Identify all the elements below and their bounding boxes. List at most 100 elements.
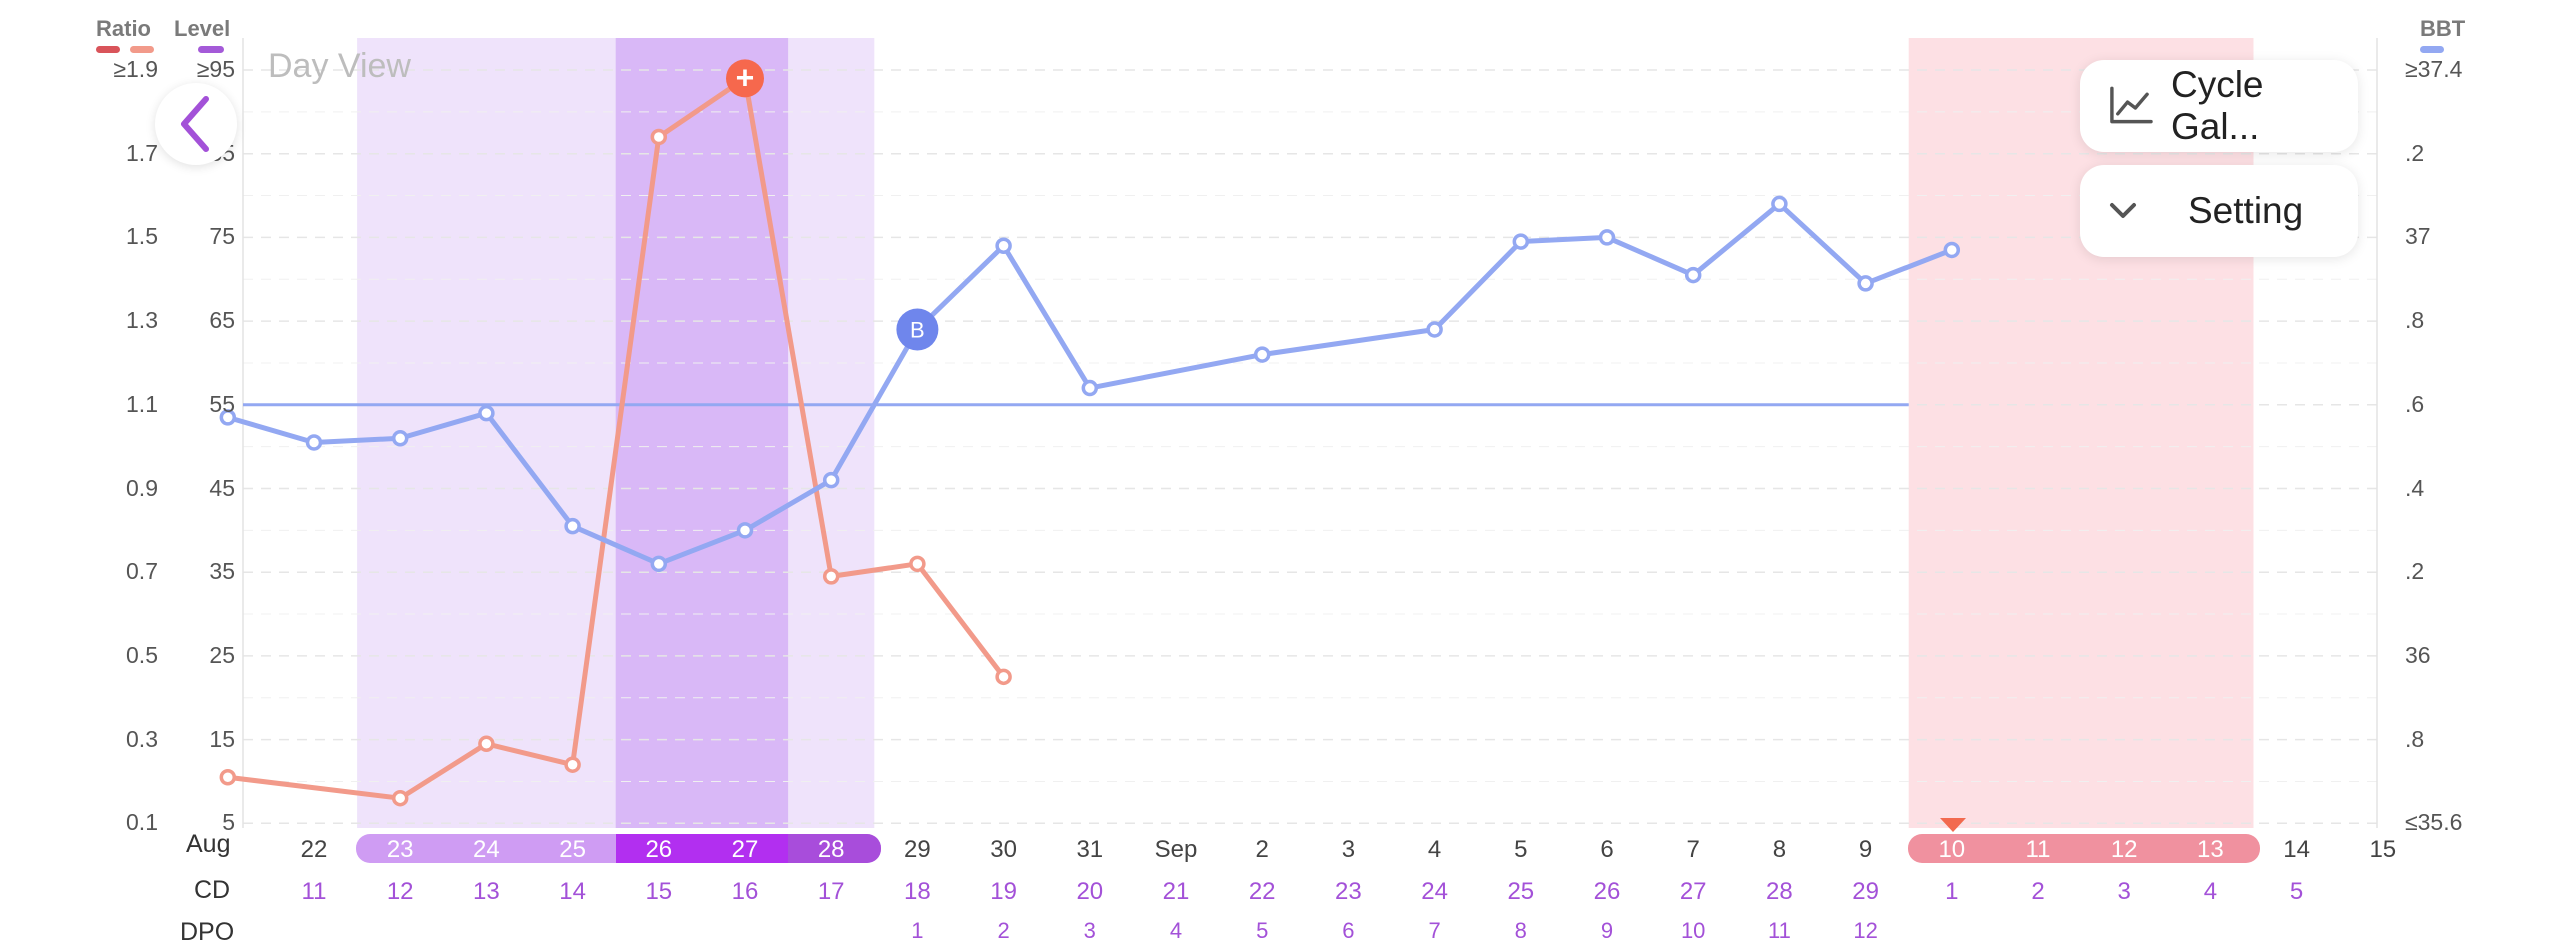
bbt-swatch xyxy=(2420,46,2444,53)
cycle-day-label: 20 xyxy=(1076,878,1104,905)
bbt-point xyxy=(1598,229,1616,246)
level-tick-label: 35 xyxy=(209,558,235,585)
date-label[interactable]: 10 xyxy=(1938,836,1966,863)
bbt-tick-label: 37 xyxy=(2405,223,2431,250)
bbt-tick-label: .6 xyxy=(2405,390,2425,417)
ratio-point xyxy=(478,735,495,753)
date-label[interactable]: 2 xyxy=(1255,836,1269,863)
level-tick-label: 15 xyxy=(209,725,235,752)
peak-plus-marker xyxy=(726,59,764,98)
peak-plus-label: + xyxy=(736,59,755,95)
cycle-day-label: 13 xyxy=(473,878,500,905)
level-tick-label: ≥95 xyxy=(196,56,235,82)
level-tick-label: 75 xyxy=(209,223,235,250)
date-label[interactable]: 15 xyxy=(2369,836,2397,863)
ratio-point xyxy=(822,568,840,585)
dpo-label: 5 xyxy=(1256,918,1269,943)
cycle-day-label: 27 xyxy=(1679,878,1707,905)
bbt-point xyxy=(650,555,668,573)
date-label[interactable]: 22 xyxy=(300,836,328,863)
bbt-point xyxy=(219,409,237,426)
cycle-day-label: 3 xyxy=(2117,878,2131,905)
cycle-day-label: 17 xyxy=(817,878,845,905)
cycle-day-label: 2 xyxy=(2031,878,2045,905)
date-label[interactable]: Sep xyxy=(1154,836,1198,863)
cycle-gallery-label: Cycle Gal... xyxy=(2170,64,2264,147)
date-label[interactable]: 27 xyxy=(731,836,759,863)
ratio-tick-label: 1.5 xyxy=(126,223,158,250)
date-label[interactable]: 24 xyxy=(473,836,500,863)
cycle-day-label: 18 xyxy=(904,878,931,905)
date-label[interactable]: 11 xyxy=(2025,836,2051,863)
date-label[interactable]: 7 xyxy=(1686,836,1700,863)
level-tick-label: 65 xyxy=(209,307,235,334)
month-label: Aug xyxy=(186,830,231,858)
date-label[interactable]: 8 xyxy=(1772,836,1787,863)
date-label[interactable]: 4 xyxy=(1427,836,1442,863)
cycle-day-label: 5 xyxy=(2289,878,2304,905)
setting-label: Setting xyxy=(2188,190,2304,231)
dpo-label: 11 xyxy=(1767,918,1791,943)
ratio-tick-label: 1.7 xyxy=(126,139,158,166)
level-tick-label: 5 xyxy=(222,809,235,836)
cycle-day-label: 1 xyxy=(1945,878,1959,905)
date-label[interactable]: 9 xyxy=(1858,836,1873,863)
bbt-tick-label: .8 xyxy=(2405,725,2425,752)
peak-strip xyxy=(616,834,788,863)
date-label[interactable]: 5 xyxy=(1514,836,1528,863)
date-label[interactable]: 26 xyxy=(645,836,673,863)
date-label[interactable]: 3 xyxy=(1341,836,1356,863)
bbt-point xyxy=(478,404,495,422)
date-label[interactable]: 6 xyxy=(1600,836,1614,863)
period-marker-icon xyxy=(1940,818,1966,832)
bbt-point xyxy=(1426,321,1443,338)
date-label[interactable]: 29 xyxy=(904,836,931,863)
back-button[interactable] xyxy=(155,83,237,165)
date-label[interactable]: 28 xyxy=(817,836,845,863)
level-tick-label: 25 xyxy=(209,641,235,668)
level-swatch xyxy=(198,46,224,53)
ratio-point xyxy=(391,789,409,807)
bbt-tick-label: .8 xyxy=(2405,307,2425,334)
cycle-day-label: 19 xyxy=(990,878,1017,905)
ratio-tick-label: 0.5 xyxy=(126,641,158,668)
cycle-day-label: 16 xyxy=(731,878,759,905)
setting-button[interactable]: Setting xyxy=(2080,165,2358,257)
bbt-point xyxy=(1512,233,1530,250)
cycle-day-label: 22 xyxy=(1248,878,1276,905)
bbt-tick-label: 36 xyxy=(2405,641,2431,668)
bbt-point xyxy=(1857,275,1874,292)
line-chart-icon xyxy=(2110,86,2153,124)
dpo-label: 6 xyxy=(1342,918,1355,943)
ratio-point xyxy=(995,668,1012,686)
bbt-point xyxy=(1684,266,1702,284)
peak-band xyxy=(615,38,789,828)
date-label[interactable]: 25 xyxy=(559,836,586,863)
ratio-point xyxy=(219,769,237,786)
bbt-point xyxy=(1771,195,1788,213)
fertile-strip-end xyxy=(788,834,881,863)
dpo-label: 10 xyxy=(1680,918,1706,943)
date-label[interactable]: 30 xyxy=(990,836,1017,863)
chevron-left-icon xyxy=(181,96,209,152)
cycle-day-label: 29 xyxy=(1852,878,1879,905)
ratio-point xyxy=(564,756,581,773)
ratio-tick-label: ≥1.9 xyxy=(113,56,158,82)
ratio-legend-label: Ratio xyxy=(96,16,151,41)
cycle-day-label: 28 xyxy=(1766,878,1793,905)
level-tick-label: 55 xyxy=(209,390,235,417)
date-label[interactable]: 12 xyxy=(2110,836,2138,863)
cycle-day-label: 12 xyxy=(386,878,414,905)
ratio-tick-label: 1.1 xyxy=(126,390,158,417)
cycle-gallery-button[interactable]: Cycle Gal... xyxy=(2080,60,2358,152)
bbt-tick-label: ≥37.4 xyxy=(2405,56,2463,82)
bbt-tick-label: .2 xyxy=(2405,558,2425,585)
date-label[interactable]: 13 xyxy=(2197,836,2224,863)
dpo-label: 8 xyxy=(1514,918,1527,943)
date-label[interactable]: 23 xyxy=(386,836,414,863)
date-label[interactable]: 14 xyxy=(2283,836,2310,863)
date-label[interactable]: 31 xyxy=(1076,836,1104,863)
bbt-point xyxy=(564,517,581,535)
period-band xyxy=(1908,38,2254,828)
